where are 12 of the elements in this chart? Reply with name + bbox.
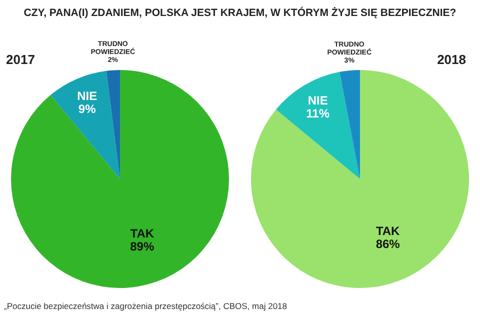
data-label: 89% xyxy=(130,239,154,254)
slice-label: TAK xyxy=(376,224,400,238)
text: 2018 xyxy=(437,52,466,67)
slice-label: TAK xyxy=(130,226,154,240)
slice-label: NIE xyxy=(308,94,328,108)
data-label: 86% xyxy=(376,236,400,251)
data-label: 9% xyxy=(78,102,96,116)
text: 2017 xyxy=(6,52,35,67)
text: „Poczucie bezpieczeństwa i zagrożenia przestępczością”, CBOS, maj 2018 xyxy=(4,301,287,311)
slice-label: NIE xyxy=(77,88,98,103)
chart-title: CZY, PANA(I) ZDANIEM, POLSKA JEST KRAJEM, W KTÓRYM ŻYJE SIĘ BEZPIECZNIE? xyxy=(22,7,458,19)
data-label: 11% xyxy=(306,106,330,121)
